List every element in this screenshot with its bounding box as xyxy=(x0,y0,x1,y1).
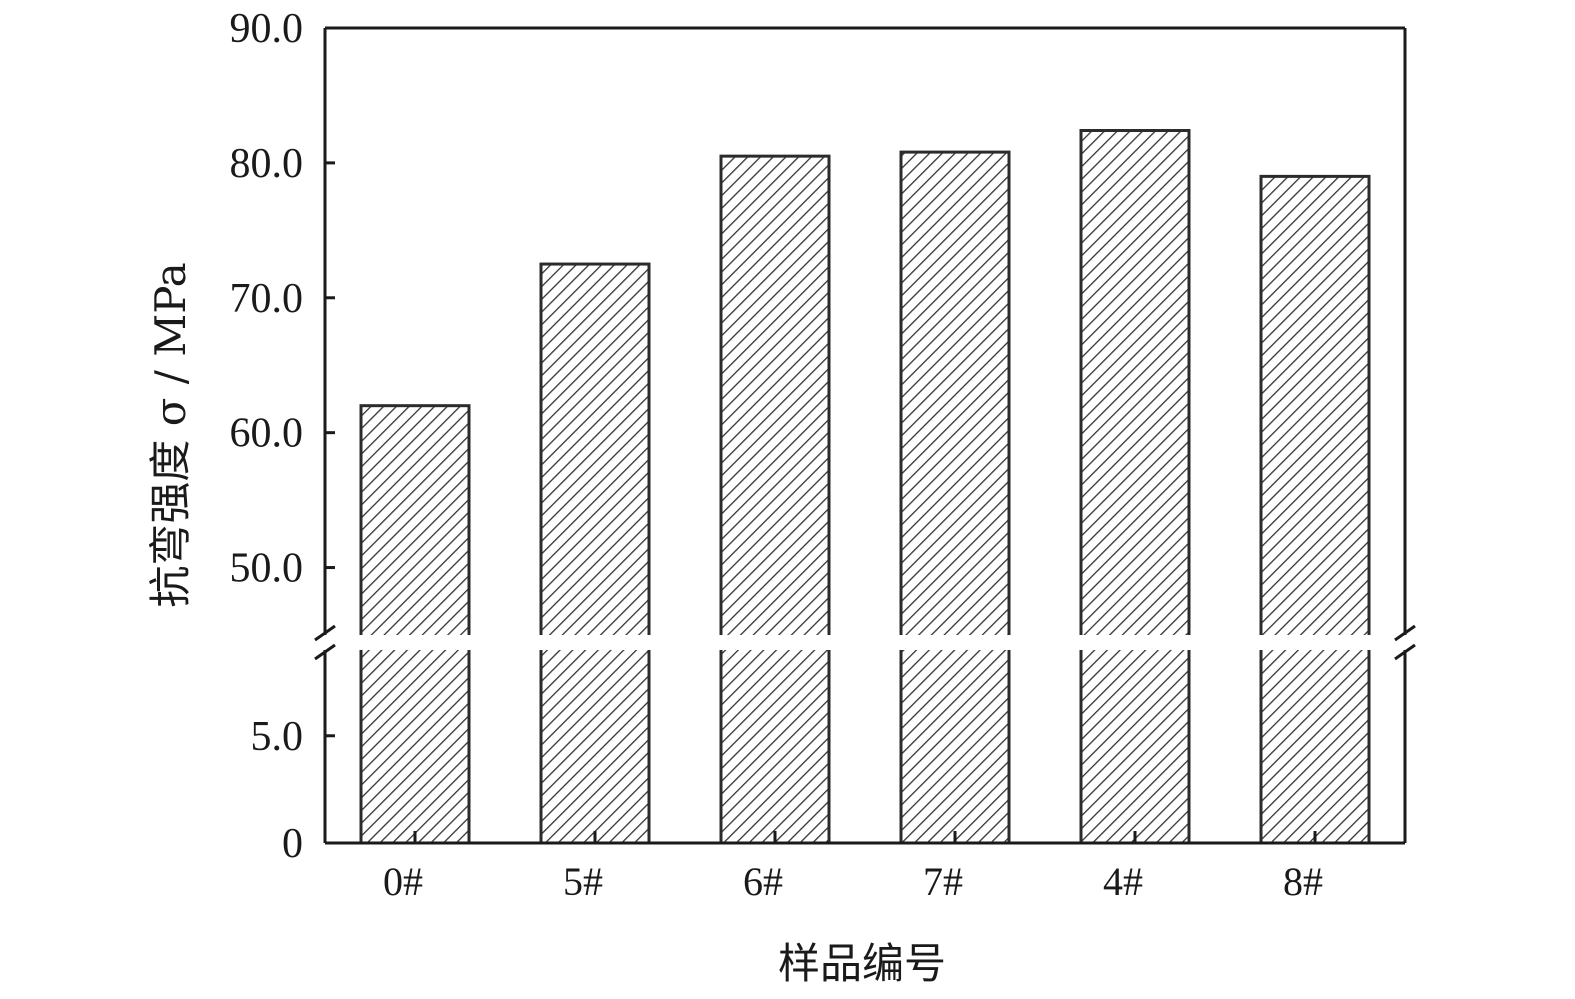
break-band xyxy=(323,635,1407,650)
x-tick-label: 7# xyxy=(923,859,963,904)
x-tick-label: 5# xyxy=(563,859,603,904)
y-tick-label: 80.0 xyxy=(230,141,304,187)
bar-7# xyxy=(899,150,1011,845)
break-mark-left-1 xyxy=(314,624,336,642)
y-axis-ticks: 50.0 60.0 70.0 80.0 90.0 0 5.0 xyxy=(230,6,335,867)
y-tick-label: 0 xyxy=(282,821,303,867)
bar-6# xyxy=(719,154,831,845)
bar-0# xyxy=(359,404,471,845)
axis-break-gap xyxy=(323,635,1407,650)
y-tick-label: 60.0 xyxy=(230,411,304,457)
x-tick-label: 8# xyxy=(1283,859,1323,904)
bar-5# xyxy=(539,262,651,845)
bars-layer xyxy=(359,129,1371,845)
y-tick-label: 50.0 xyxy=(230,546,304,592)
x-axis-title: 样品编号 xyxy=(778,939,946,988)
y-tick-label: 70.0 xyxy=(230,276,304,322)
plot-frame xyxy=(314,26,1416,845)
x-tick-label: 0# xyxy=(383,859,423,904)
bar-8# xyxy=(1259,174,1371,845)
x-tick-label: 6# xyxy=(743,859,783,904)
y-tick-label: 90.0 xyxy=(230,6,304,52)
break-mark-left-2 xyxy=(314,643,336,661)
x-axis-ticks: 0# 5# 6# 7# 4# 8# xyxy=(383,831,1323,904)
bar-4# xyxy=(1079,129,1191,845)
x-tick-label: 4# xyxy=(1103,859,1143,904)
y-axis-title: 抗弯强度 σ / MPa xyxy=(146,262,195,607)
break-mark-right-2 xyxy=(1394,643,1416,661)
break-mark-right-1 xyxy=(1394,624,1416,642)
y-tick-label: 5.0 xyxy=(251,714,304,760)
